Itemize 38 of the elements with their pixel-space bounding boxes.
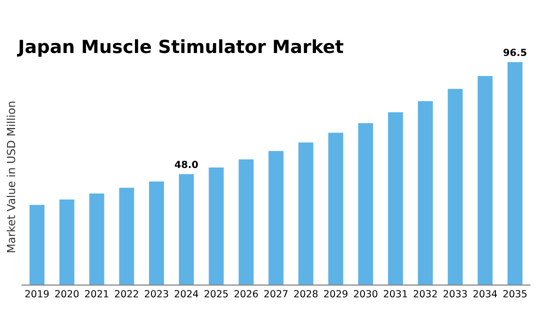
bar bbox=[328, 132, 344, 286]
x-tick-label: 2025 bbox=[204, 290, 228, 298]
x-tick-label: 2021 bbox=[85, 290, 108, 298]
data-label: 48.0 bbox=[174, 160, 198, 168]
chart-title: Japan Muscle Stimulator Market bbox=[16, 39, 344, 57]
bar bbox=[508, 62, 522, 286]
x-tick-label: 2031 bbox=[384, 290, 407, 298]
bar bbox=[418, 101, 433, 286]
data-label: 96.5 bbox=[504, 48, 526, 56]
bar bbox=[268, 151, 284, 286]
bar bbox=[298, 142, 314, 286]
bar bbox=[119, 188, 134, 286]
x-tick-label: 2022 bbox=[114, 290, 138, 298]
x-tick-label: 2020 bbox=[55, 290, 79, 298]
x-tick-label: 2026 bbox=[234, 290, 258, 298]
x-tick-label: 2029 bbox=[324, 290, 348, 298]
x-tick-label: 2030 bbox=[354, 290, 378, 298]
bar bbox=[149, 182, 164, 286]
bar bbox=[208, 167, 224, 286]
x-tick-label: 2024 bbox=[174, 290, 198, 298]
x-tick-label: 2028 bbox=[294, 290, 318, 298]
bar bbox=[89, 194, 104, 286]
bar bbox=[178, 174, 194, 286]
bar bbox=[388, 112, 403, 286]
x-tick-label: 2019 bbox=[25, 290, 49, 298]
x-tick-label: 2034 bbox=[473, 290, 497, 298]
bar bbox=[238, 159, 254, 286]
x-tick-label: 2035 bbox=[503, 290, 527, 298]
bar bbox=[358, 123, 374, 286]
bar bbox=[30, 204, 44, 286]
x-tick-label: 2023 bbox=[144, 290, 168, 298]
bar bbox=[448, 88, 463, 286]
x-tick-label: 2027 bbox=[264, 290, 288, 298]
bar bbox=[478, 76, 493, 286]
y-axis-title: Market Value in USD Million bbox=[6, 102, 16, 252]
bar bbox=[59, 200, 74, 286]
x-tick-label: 2032 bbox=[414, 290, 437, 298]
x-tick-label: 2033 bbox=[444, 290, 467, 298]
